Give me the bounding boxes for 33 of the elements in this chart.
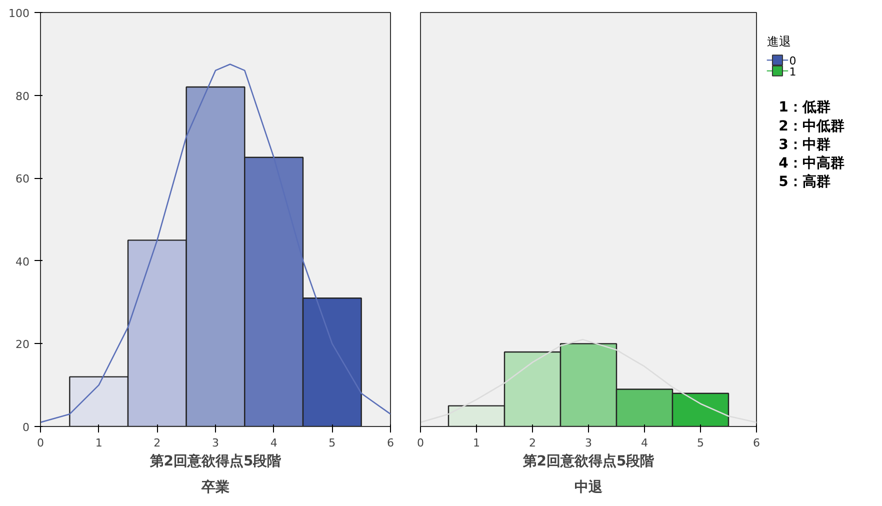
x-tick-label: 6 xyxy=(387,436,394,450)
text: 4：中高群 xyxy=(778,154,844,172)
x-tick-label: 4 xyxy=(641,436,648,450)
text: 1：低群 xyxy=(778,100,830,116)
y-tick-label: 20 xyxy=(16,338,30,352)
text: 3：中群 xyxy=(778,136,830,153)
legend-label: 0 xyxy=(789,54,796,68)
x-tick-label: 2 xyxy=(154,436,161,450)
x-tick-label: 3 xyxy=(212,436,219,450)
y-tick-label: 40 xyxy=(16,255,30,268)
text: 中退 xyxy=(574,478,604,496)
x-axis-title: 第2回意欲得点5段階 xyxy=(148,452,282,470)
text: 2：中低群 xyxy=(778,118,844,134)
x-axis-title: 第2回意欲得点5段階 xyxy=(522,452,656,470)
x-tick-label: 5 xyxy=(697,436,704,450)
y-tick-label: 100 xyxy=(8,7,30,20)
x-tick-label: 0 xyxy=(417,436,424,450)
y-tick-label: 0 xyxy=(22,421,30,434)
x-tick-label: 5 xyxy=(328,436,336,450)
line-series xyxy=(40,64,390,424)
y-tick-label: 80 xyxy=(16,90,30,103)
legend-title: 進退 xyxy=(766,34,791,48)
x-tick-label: 4 xyxy=(270,436,278,450)
legend-label: 1 xyxy=(789,65,796,78)
y-tick-label: 60 xyxy=(16,172,30,186)
x-tick-label: 1 xyxy=(473,436,480,450)
x-tick-label: 2 xyxy=(529,436,536,450)
x-tick-label: 0 xyxy=(37,436,44,450)
text: 卒業 xyxy=(200,478,230,496)
text: 5：高群 xyxy=(778,173,830,190)
x-tick-label: 3 xyxy=(585,436,592,450)
x-tick-label: 1 xyxy=(95,436,102,450)
x-tick-label: 6 xyxy=(753,436,760,450)
